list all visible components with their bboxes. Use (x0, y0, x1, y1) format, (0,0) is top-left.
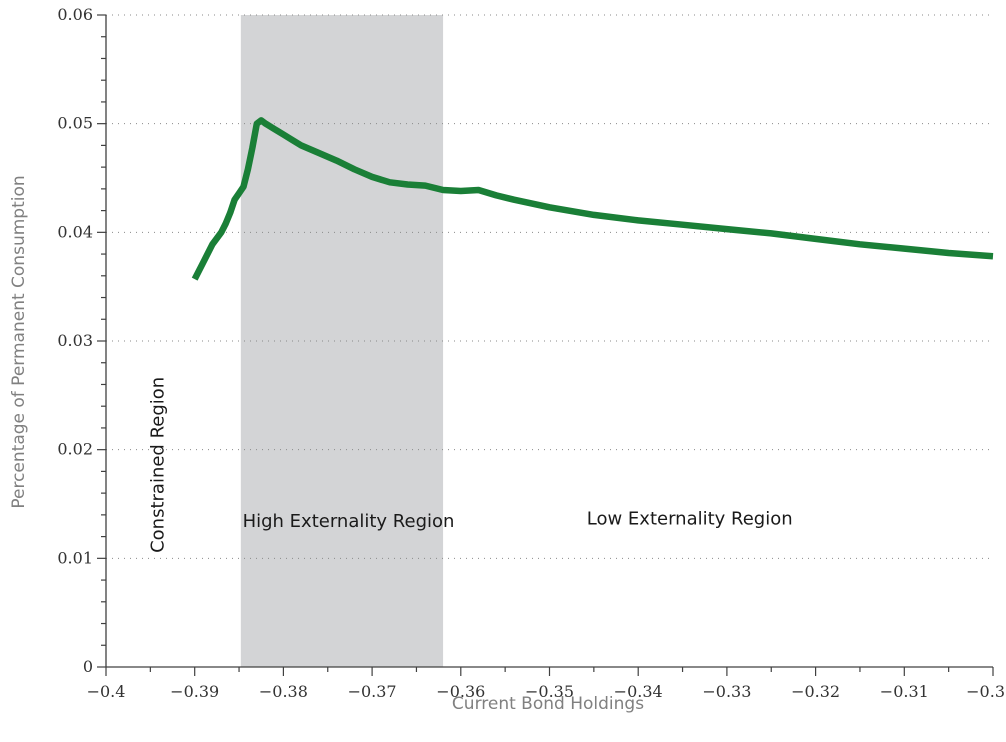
x-tick-label-1: −0.39 (170, 682, 219, 701)
y-tick-label-6: 0.06 (57, 5, 93, 24)
y-tick-label-5: 0.05 (57, 114, 93, 133)
annotations: Constrained Region High Externality Regio… (148, 377, 793, 553)
y-tick-label-3: 0.03 (57, 331, 93, 350)
axes: 0 0.01 0.02 0.03 0.04 0.05 0.06 −0.4 −0.39 −0.38 −… (57, 5, 1005, 701)
region-annotation-2: Low Externality Region (587, 509, 793, 530)
x-tick-label-7: −0.33 (702, 682, 751, 701)
region-annotation-0: Constrained Region (148, 377, 169, 553)
y-tick-label-2: 0.02 (57, 440, 93, 459)
x-tick-label-2: −0.38 (259, 682, 308, 701)
x-tick-label-8: −0.32 (791, 682, 840, 701)
x-tick-label-5: −0.35 (525, 682, 574, 701)
series-line-0 (191, 117, 994, 281)
y-tick-label-4: 0.04 (57, 222, 93, 241)
gridlines (106, 14, 993, 559)
region-annotation-1: High Externality Region (243, 511, 455, 532)
y-tick-label-1: 0.01 (57, 548, 93, 567)
y-axis-title: Percentage of Permanent Consumption (9, 175, 29, 508)
x-tick-label-0: −0.4 (87, 682, 126, 701)
x-tick-label-10: −0.3 (966, 682, 1005, 701)
x-tick-label-9: −0.31 (880, 682, 929, 701)
series-layer (191, 117, 994, 281)
x-axis-title: Current Bond Holdings (452, 694, 644, 714)
x-tick-label-3: −0.37 (348, 682, 397, 701)
x-tick-label-6: −0.34 (614, 682, 663, 701)
x-tick-label-4: −0.36 (436, 682, 485, 701)
y-tick-label-0: 0 (83, 657, 93, 676)
